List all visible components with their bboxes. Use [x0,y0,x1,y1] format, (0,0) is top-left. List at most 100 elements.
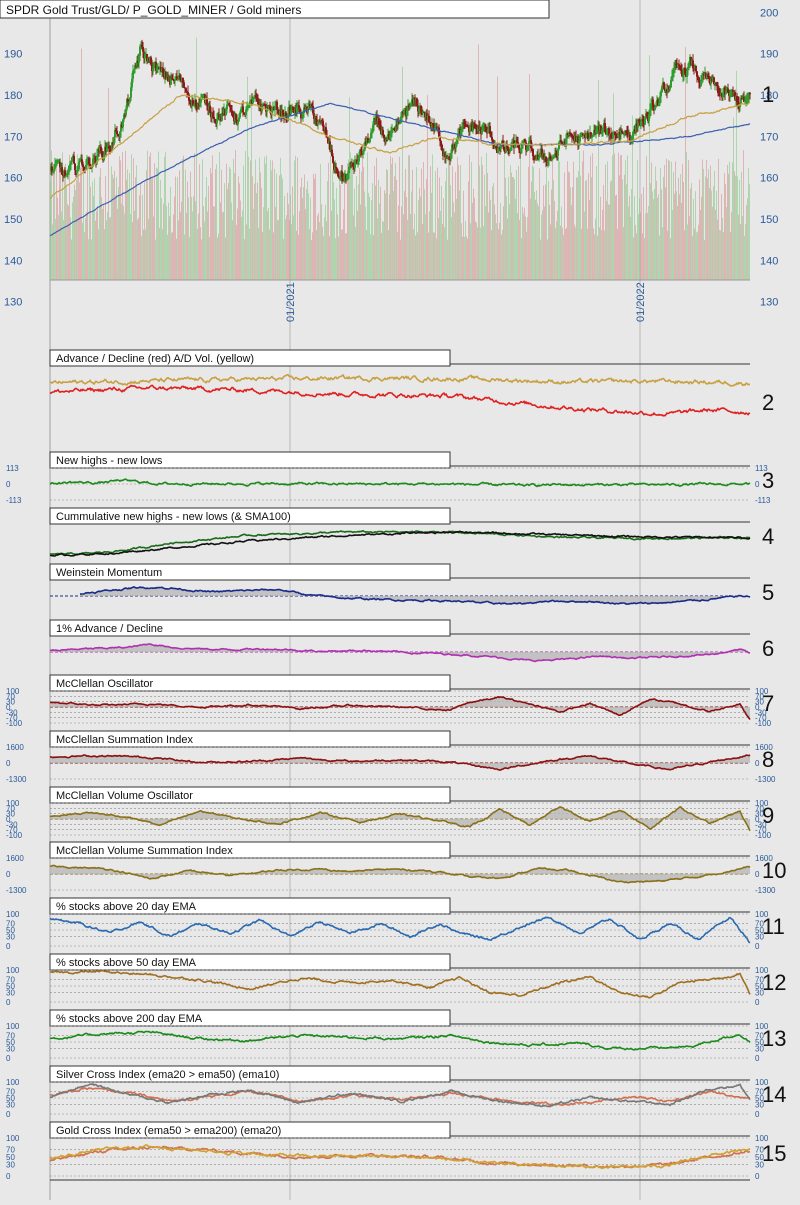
candle-body [688,62,690,68]
volume-bar [673,171,674,280]
panel-title: McClellan Oscillator [56,678,154,690]
y-label-right: -70 [755,826,767,835]
candle-body [395,124,397,132]
y-label-left: 100 [6,910,20,919]
candle-body [660,92,662,97]
candle-body [315,117,317,120]
candle-body [707,74,709,77]
volume-bar [363,166,364,280]
candle-body [184,87,186,89]
candle-body [507,146,509,151]
volume-bar [120,160,121,280]
volume-bar [390,156,391,280]
volume-bar [194,153,195,280]
volume-bar [706,160,707,280]
volume-bar [666,158,667,280]
volume-bar [159,227,160,280]
y-label-right: 70 [755,1145,764,1154]
candle-body [189,100,191,102]
volume-bar [273,232,274,280]
candle-body [386,139,388,141]
candle-body [86,158,88,165]
volume-bar [259,157,260,280]
volume-bar [439,177,440,280]
candle-body [549,157,551,159]
candle-body [379,124,381,126]
volume-bar [487,172,488,280]
candle-body [527,144,529,149]
y-label-right: 100 [755,1078,769,1087]
volume-bar [374,165,375,280]
volume-bar [493,183,494,280]
candle-body [477,126,479,131]
volume-bar [57,197,58,280]
candle-body [522,141,524,146]
candle-body [467,125,469,128]
volume-bar [503,206,504,280]
candle-body [604,123,606,132]
y-label-left: 70 [6,920,15,929]
candle-body [410,104,412,107]
candle-body [74,163,76,171]
volume-bar [712,206,713,280]
candle-body [383,134,385,139]
candle-body [113,137,115,145]
candle-body [129,97,131,102]
volume-bar [275,206,276,280]
candle-body [354,160,356,168]
volume-bar [217,237,218,280]
volume-bar [628,206,629,280]
candle-body [142,46,144,52]
volume-bar [597,235,598,280]
volume-bar [614,153,615,280]
volume-bar [268,207,269,280]
candle-body [682,75,684,77]
candle-body [746,98,748,100]
y-label-right: 70 [755,1088,764,1097]
volume-bar [489,191,490,280]
volume-bar [307,181,308,280]
candle-body [654,107,656,111]
volume-bar [168,202,169,280]
volume-bar [426,179,427,280]
candle-body [538,157,540,160]
candle-body [230,107,232,111]
candle-body [336,168,338,171]
volume-bar [140,183,141,280]
volume-bar [604,230,605,280]
candle-body [101,151,103,157]
volume-bar [742,216,743,280]
volume-bar [728,173,729,280]
volume-bar [94,178,95,280]
candle-body [577,137,579,145]
volume-bar [283,238,284,280]
volume-bar [590,155,591,280]
candle-body [591,136,593,138]
y-label-right: 0 [755,1172,760,1181]
volume-bar [328,162,329,280]
volume-bar [524,207,525,280]
volume-bar [267,211,268,280]
volume-bar [619,175,620,280]
series-line [49,969,751,999]
volume-bar [324,217,325,280]
volume-bar [222,212,223,280]
volume-bar [485,206,486,280]
volume-bar [406,197,407,280]
volume-bar [306,188,307,280]
volume-bar [433,232,434,280]
candle-body [657,99,659,106]
volume-bar [472,202,473,280]
candle-body [248,105,250,107]
candle-body [570,133,572,135]
candle-body [253,97,255,99]
candle-body [362,151,364,154]
volume-bar [299,211,300,280]
candle-body [106,147,108,152]
panel-number: 9 [762,803,774,828]
candle-body [255,95,257,98]
volume-bar [711,190,712,280]
volume-bar [400,239,401,280]
volume-bar [720,230,721,280]
volume-bar [101,196,102,280]
